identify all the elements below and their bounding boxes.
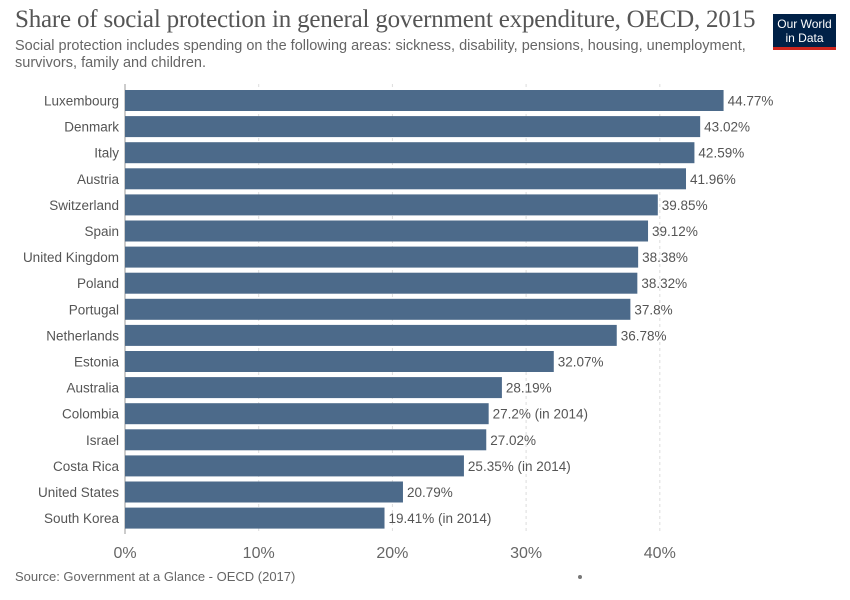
value-label: 25.35% (in 2014): [468, 459, 571, 474]
value-label: 44.77%: [728, 94, 774, 109]
logo-line-2: in Data: [785, 31, 824, 45]
value-label: 41.96%: [690, 172, 736, 187]
x-tick-label: 40%: [644, 545, 676, 560]
owid-logo[interactable]: Our World in Data: [773, 14, 836, 50]
value-label: 19.41% (in 2014): [389, 511, 492, 526]
category-label: Netherlands: [46, 328, 119, 343]
bar[interactable]: [125, 429, 487, 451]
category-label: Austria: [77, 172, 120, 187]
category-label: Portugal: [69, 302, 119, 317]
value-label: 20.79%: [407, 485, 453, 500]
category-label: Costa Rica: [53, 459, 120, 474]
label-layer: Luxembourg 44.77% Denmark 43.02% Italy 42.59%…: [23, 94, 773, 527]
bar[interactable]: [125, 403, 489, 425]
category-label: United Kingdom: [23, 250, 119, 265]
category-label: Switzerland: [49, 198, 119, 213]
value-label: 43.02%: [704, 120, 750, 135]
logo-accent-bar: [773, 47, 836, 50]
chart-subtitle: Social protection includes spending on t…: [15, 38, 746, 71]
bar[interactable]: [125, 168, 687, 190]
category-label: South Korea: [44, 511, 120, 526]
x-tick-label: 0%: [113, 545, 136, 560]
bar[interactable]: [125, 507, 385, 529]
bar[interactable]: [125, 481, 403, 503]
bar[interactable]: [125, 377, 502, 399]
dot-indicator: [578, 575, 582, 579]
category-label: Luxembourg: [44, 94, 119, 109]
category-label: Poland: [77, 276, 119, 291]
source-note[interactable]: Source: Government at a Glance - OECD (2…: [15, 569, 296, 584]
bar[interactable]: [125, 272, 638, 294]
value-label: 28.19%: [506, 381, 552, 396]
category-label: Italy: [94, 146, 119, 161]
chart-title: Share of social protection in general go…: [15, 6, 756, 33]
bar[interactable]: [125, 194, 658, 216]
x-tick-label: 10%: [243, 545, 275, 560]
value-label: 38.32%: [641, 276, 687, 291]
bar-layer: [125, 90, 724, 529]
x-tick-label: 20%: [376, 545, 408, 560]
category-label: Australia: [66, 381, 119, 396]
bar[interactable]: [125, 351, 554, 372]
value-label: 27.02%: [490, 433, 536, 448]
category-label: Estonia: [74, 355, 120, 370]
category-label: Colombia: [62, 407, 120, 422]
bar[interactable]: [125, 246, 639, 268]
value-label: 37.8%: [634, 302, 672, 317]
bar[interactable]: [125, 90, 724, 111]
value-label: 27.2% (in 2014): [493, 407, 588, 422]
bar[interactable]: [125, 455, 464, 477]
value-label: 38.38%: [642, 250, 688, 265]
category-label: United States: [38, 485, 119, 500]
value-label: 39.85%: [662, 198, 708, 213]
bar[interactable]: [125, 220, 649, 242]
value-label: 42.59%: [698, 146, 744, 161]
value-label: 36.78%: [621, 328, 667, 343]
logo-line-1: Our World: [777, 17, 832, 31]
value-label: 39.12%: [652, 224, 698, 239]
bar[interactable]: [125, 324, 617, 346]
x-tick-label: 30%: [510, 545, 542, 560]
category-label: Spain: [84, 224, 119, 239]
category-label: Israel: [86, 433, 119, 448]
bar-chart: Luxembourg 44.77% Denmark 43.02% Italy 42.59%…: [23, 84, 773, 560]
bar[interactable]: [125, 298, 631, 320]
value-label: 32.07%: [558, 355, 604, 370]
bar[interactable]: [125, 142, 695, 164]
tick-layer: 0% 10% 20% 30% 40%: [113, 545, 675, 560]
bar[interactable]: [125, 116, 701, 138]
category-label: Denmark: [64, 120, 119, 135]
